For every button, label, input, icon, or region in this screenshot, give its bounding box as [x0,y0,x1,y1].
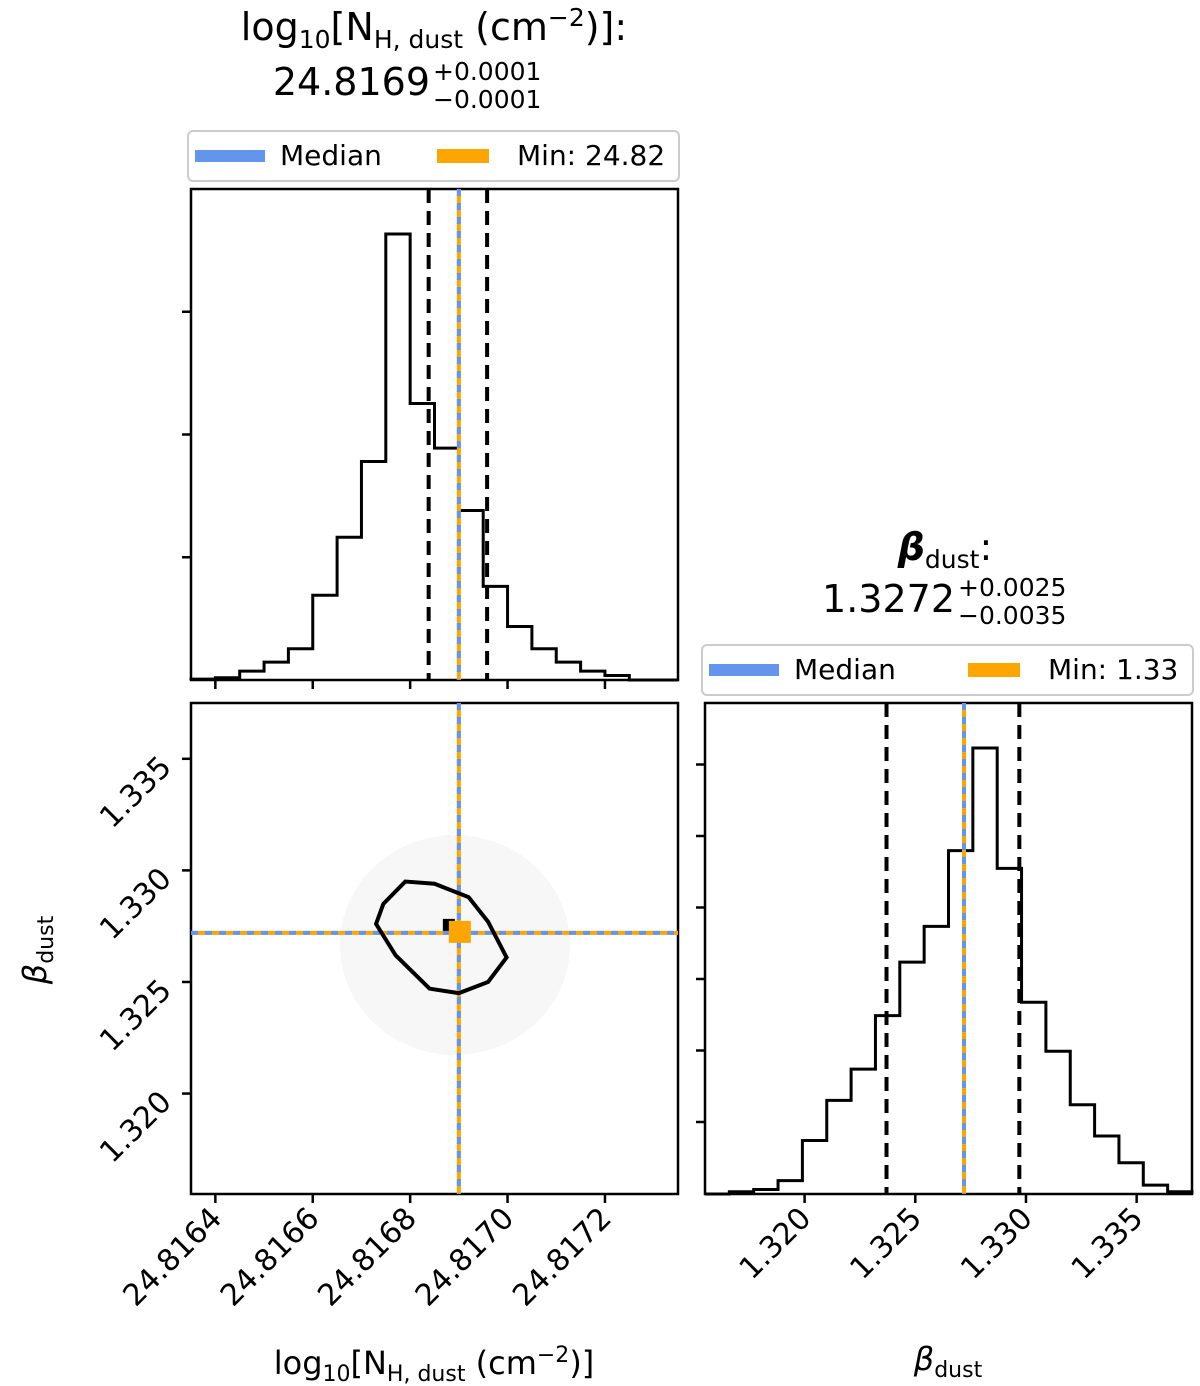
title-param2: βdust: [897,525,993,574]
legend-min-label: Min: 24.82 [517,139,665,172]
histogram-param2-bars [705,746,1194,1196]
xlabel-param1: log10[NH, dust (cm−2)] [274,1343,595,1386]
legend-min-swatch [437,149,489,163]
min-marker [448,920,471,943]
histogram-param2: 1.320 1.325 1.330 1.335 [696,701,1194,1286]
legend-median-swatch [709,664,779,676]
summary-param1-minus: −0.0001 [433,85,541,114]
legend-param2: Median Min: 1.33 [701,644,1194,696]
histogram-param1 [182,187,680,689]
legend-median-label: Median [280,139,382,172]
x-tick-label: 1.330 [954,1201,1039,1286]
legend-min-label: Min: 1.33 [1048,653,1178,686]
summary-param2-plus: +0.0025 [958,573,1066,602]
x-tick-label: 24.8170 [409,1201,521,1313]
legend-min-swatch [968,663,1020,677]
x-tick-label: 24.8168 [311,1201,423,1313]
y-tick-label: 1.325 [93,973,178,1058]
xlabel-param2: βdust [913,1340,983,1383]
summary-param2-median: 1.3272 [822,577,955,621]
x-tick-label: 1.335 [1065,1201,1150,1286]
title-param1: log10[NH, dust (cm−2)]: [241,3,627,54]
y-tick-label: 1.330 [93,861,178,946]
histogram-param1-bars [189,232,678,682]
x-tick-label: 24.8166 [214,1201,326,1313]
x-tick-label: 1.325 [843,1201,928,1286]
x-tick-label: 1.320 [733,1201,818,1286]
summary-param2-minus: −0.0035 [958,601,1066,630]
x-tick-label: 24.8164 [117,1201,229,1313]
legend-median-swatch [195,150,265,162]
y-tick-label: 1.335 [93,750,178,835]
summary-param1-median: 24.8169 [273,60,430,104]
legend-param1: Median Min: 24.82 [187,130,680,182]
legend-median-label: Median [794,653,896,686]
y-tick-label: 1.320 [93,1084,178,1169]
density-shading [340,835,570,1055]
ylabel-param2: βdust [16,915,59,985]
summary-param1-plus: +0.0001 [433,57,541,86]
x-tick-label: 24.8172 [506,1201,618,1313]
contour-level [373,879,509,996]
